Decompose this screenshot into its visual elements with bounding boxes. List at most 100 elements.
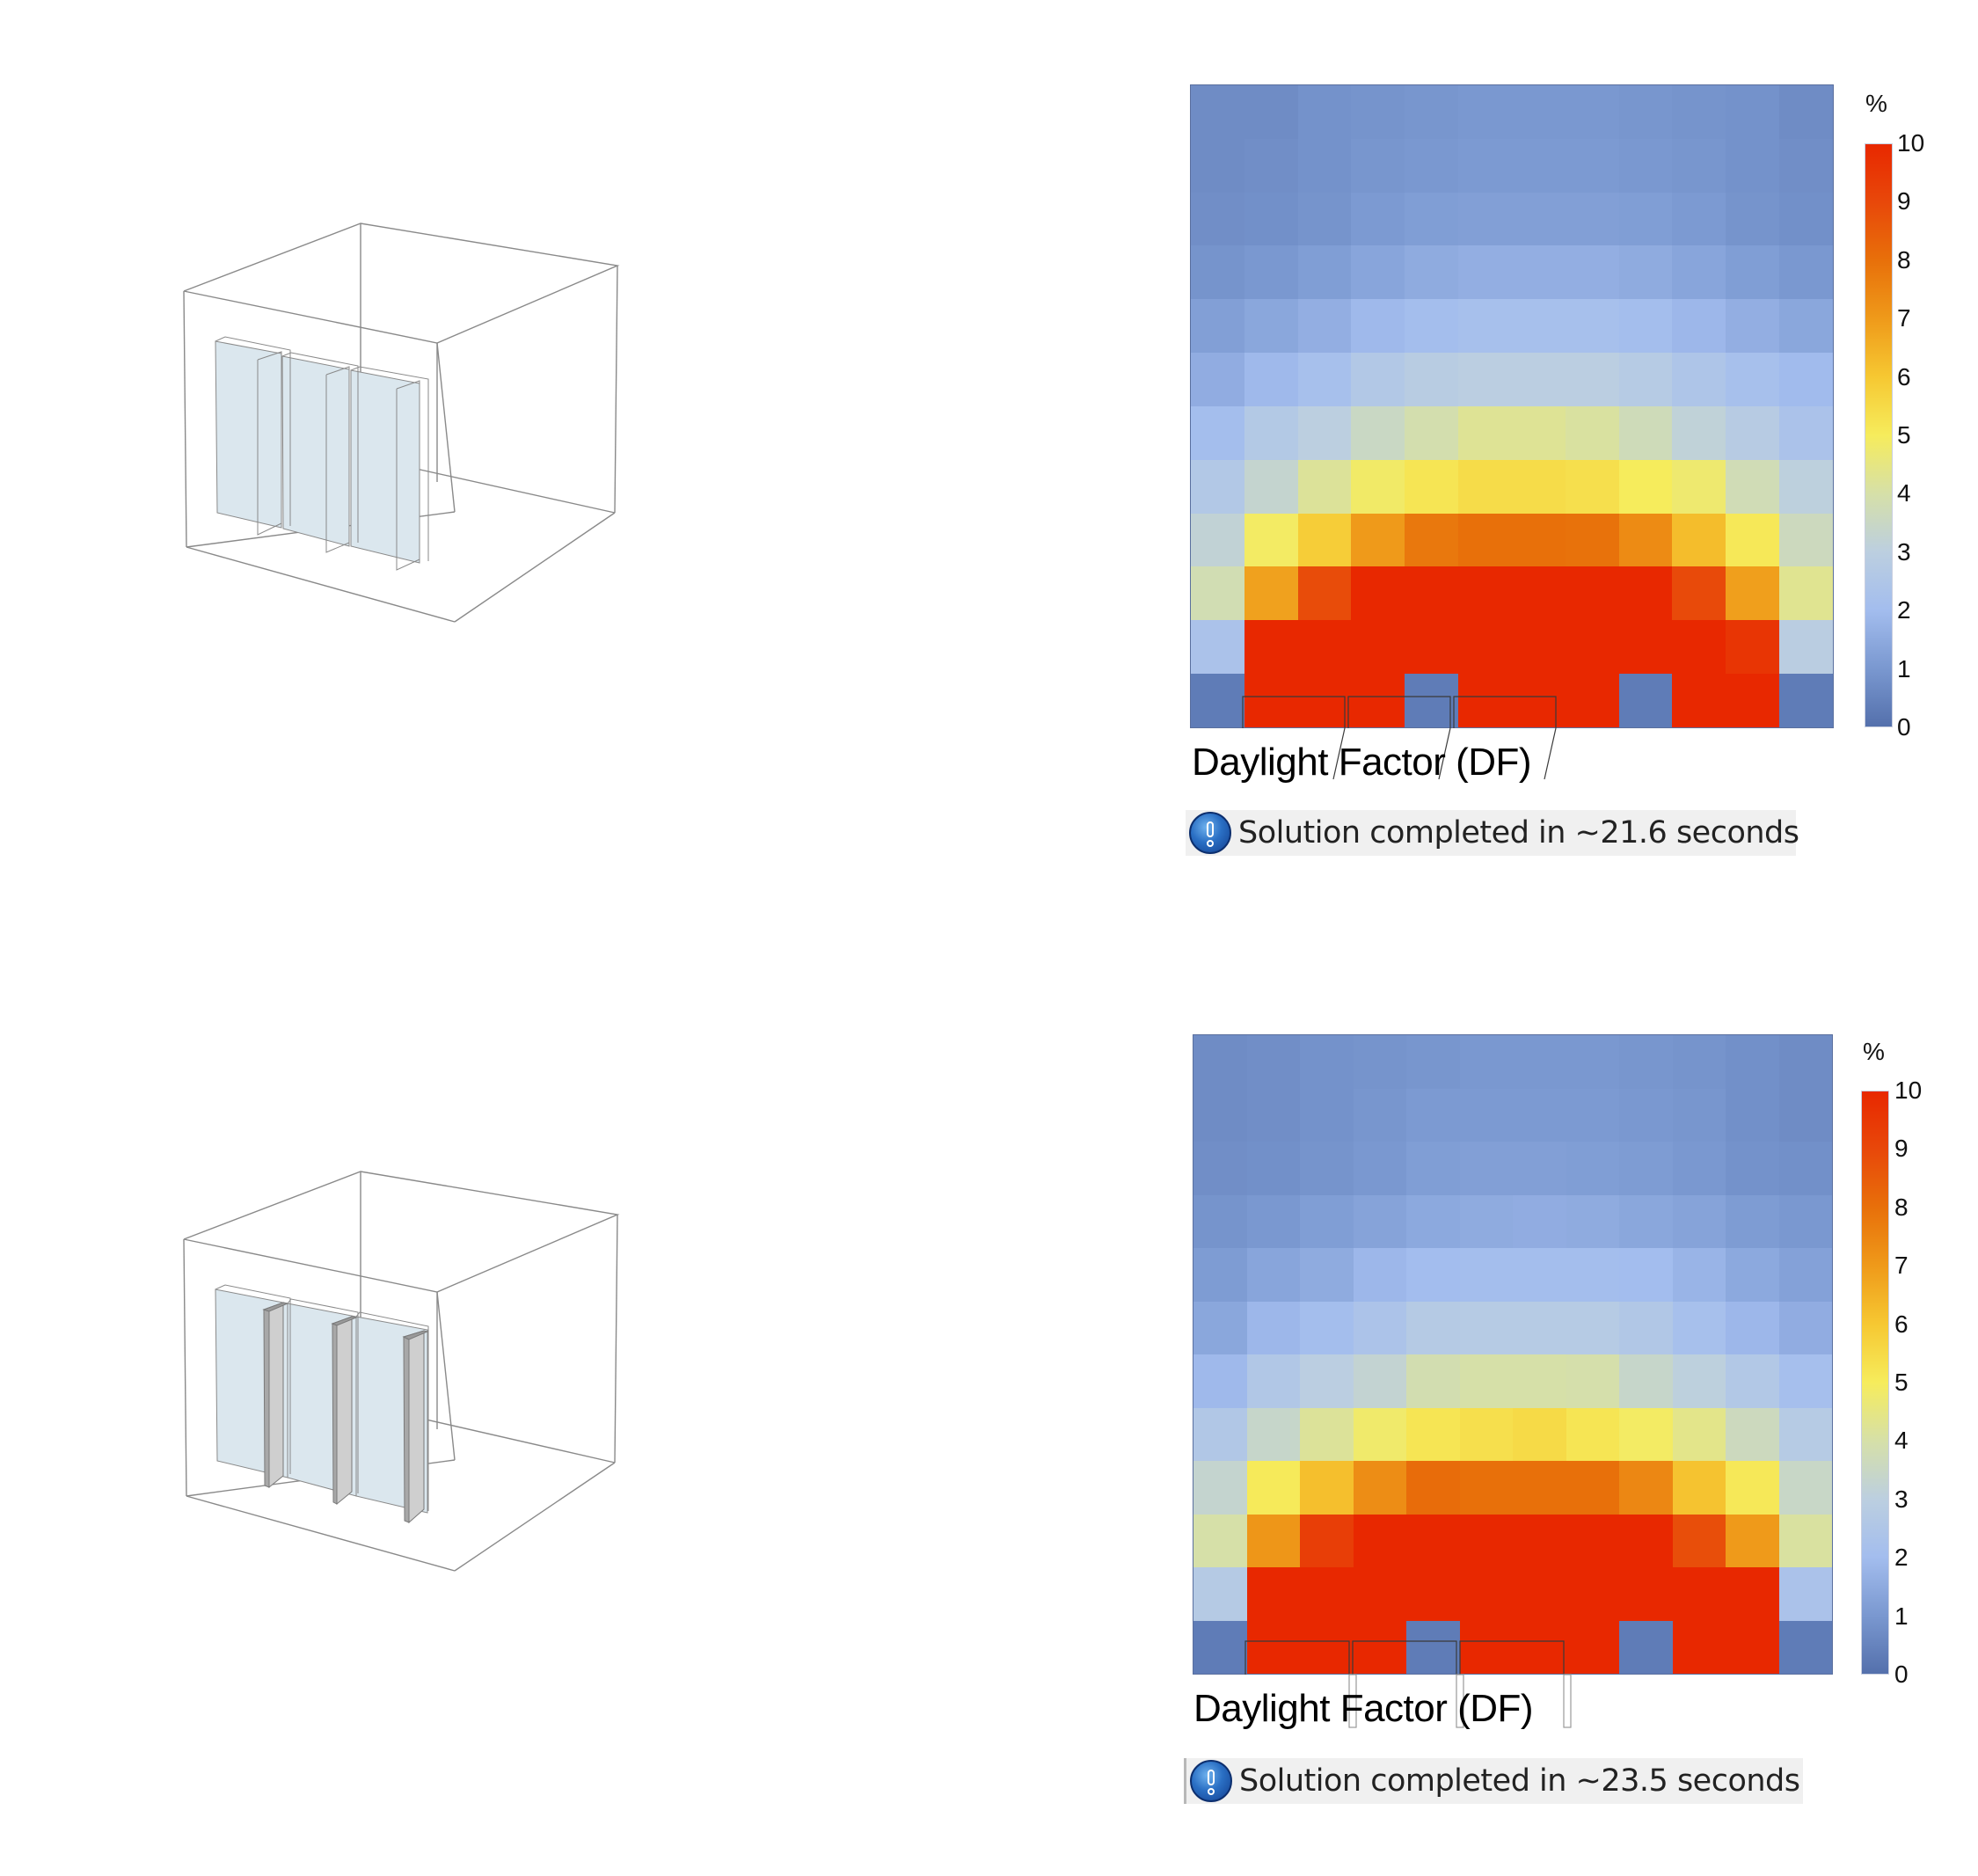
heatmap-cell [1619,1407,1673,1461]
heatmap-cell [1353,1620,1406,1674]
heatmap-cell [1565,405,1619,460]
heatmap-cell [1726,674,1780,727]
heatmap-cell [1619,1194,1673,1248]
heatmap-cell [1726,1142,1779,1195]
heatmap-cell [1779,459,1833,514]
status-bar: Solution completed in ~23.5 seconds [1184,1758,1803,1804]
heatmap-cell [1405,513,1459,567]
heatmap-cell [1246,1194,1300,1248]
heatmap-cell [1458,513,1512,567]
heatmap-cell [1244,405,1298,460]
heatmap-cell [1405,299,1459,354]
heatmap-cell [1618,192,1673,246]
heatmap-cell [1406,1035,1460,1089]
heatmap-cell [1511,138,1566,193]
heatmap-cell [1405,674,1459,727]
heatmap-cell [1565,85,1619,139]
heatmap-cell [1779,85,1833,139]
heatmap-cell [1726,459,1780,514]
heatmap-cell [1566,1461,1619,1515]
heatmap-cell [1405,405,1459,460]
heatmap-cell [1353,1248,1406,1302]
colorbar-tick: 2 [1894,1544,1909,1572]
heatmap-cell [1672,1514,1726,1567]
heatmap-cell [1778,1354,1832,1408]
heatmap-cell [1726,566,1780,621]
heatmap-cell [1244,353,1298,406]
heatmap-cell [1513,1620,1566,1674]
heatmap-cell [1778,1620,1832,1674]
heatmap-cell [1672,353,1726,406]
heatmap-cell [1672,1035,1726,1089]
heatmap-cell [1244,620,1298,675]
heatmap-cell [1726,353,1780,406]
heatmap-cell [1618,245,1673,300]
heatmap-cell [1726,405,1780,460]
heatmap-cell [1779,513,1833,567]
heatmap-cell [1726,299,1780,354]
heatmap-cell [1513,1354,1566,1408]
heatmap-cell [1619,1035,1673,1089]
heatmap-cell [1511,245,1566,300]
heatmap-cell [1672,245,1726,300]
heatmap-cell [1672,1088,1726,1142]
heatmap-cell [1246,1407,1300,1461]
heatmap-cell [1459,1142,1513,1195]
heatmap-cell [1726,1514,1779,1567]
heatmap-cell [1191,299,1244,354]
heatmap-cell [1726,1194,1779,1248]
heatmap-cell [1511,353,1566,406]
colorbar-tick: 7 [1894,1252,1909,1280]
heatmap-cell [1193,1248,1247,1302]
heatmap-cell [1297,620,1352,675]
colorbar-tick: 1 [1894,1602,1909,1630]
colorbar-tick: 9 [1894,1135,1909,1163]
heatmap-cell [1406,1142,1460,1195]
heatmap-cell [1459,1248,1513,1302]
heatmap-cell [1778,1035,1832,1089]
heatmap-cell [1726,513,1780,567]
heatmap-cell [1511,620,1566,675]
heatmap-cell [1353,1301,1406,1354]
heatmap-cell [1779,192,1833,246]
heatmap-cell [1619,1567,1673,1621]
heatmap-cell [1459,1301,1513,1354]
heatmap-cell [1565,138,1619,193]
heatmap-cell [1513,1194,1566,1248]
heatmap-cell [1246,1142,1300,1195]
heatmap-cell [1300,1620,1354,1674]
heatmap-cell [1778,1088,1832,1142]
heatmap-cell [1246,1301,1300,1354]
heatmap-cell [1619,1248,1673,1302]
heatmap-cell [1618,405,1673,460]
heatmap-cell [1300,1142,1354,1195]
heatmap-cell [1459,1620,1513,1674]
heatmap-cell [1193,1301,1247,1354]
heatmap-cell [1726,1461,1779,1515]
heatmap-cell [1726,1301,1779,1354]
heatmap-cell [1351,192,1405,246]
heatmap-cell [1566,1620,1619,1674]
heatmap-cell [1193,1194,1247,1248]
heatmap-cell [1405,85,1459,139]
heatmap-cell [1513,1461,1566,1515]
heatmap-cell [1351,353,1405,406]
heatmap-cell [1244,566,1298,621]
colorbar-tick: 5 [1897,421,1911,449]
heatmap-cell [1618,85,1673,139]
heatmap-cell [1565,513,1619,567]
heatmap-cell [1618,620,1673,675]
heatmap-cell [1191,353,1244,406]
heatmap-cell [1726,138,1780,193]
daylight-factor-heatmap [1193,1034,1833,1675]
heatmap-cell [1300,1461,1354,1515]
heatmap-cell [1244,85,1298,139]
heatmap-cell [1779,245,1833,300]
colorbar-ticks: 10 9 8 7 6 5 4 3 2 1 0 [1897,131,1950,740]
colorbar-tick: 9 [1897,187,1911,215]
info-icon [1189,812,1231,854]
status-bar: Solution completed in ~21.6 seconds [1186,810,1799,856]
heatmap-cell [1672,138,1726,193]
heatmap-cell [1297,674,1352,727]
colorbar [1861,1091,1889,1675]
